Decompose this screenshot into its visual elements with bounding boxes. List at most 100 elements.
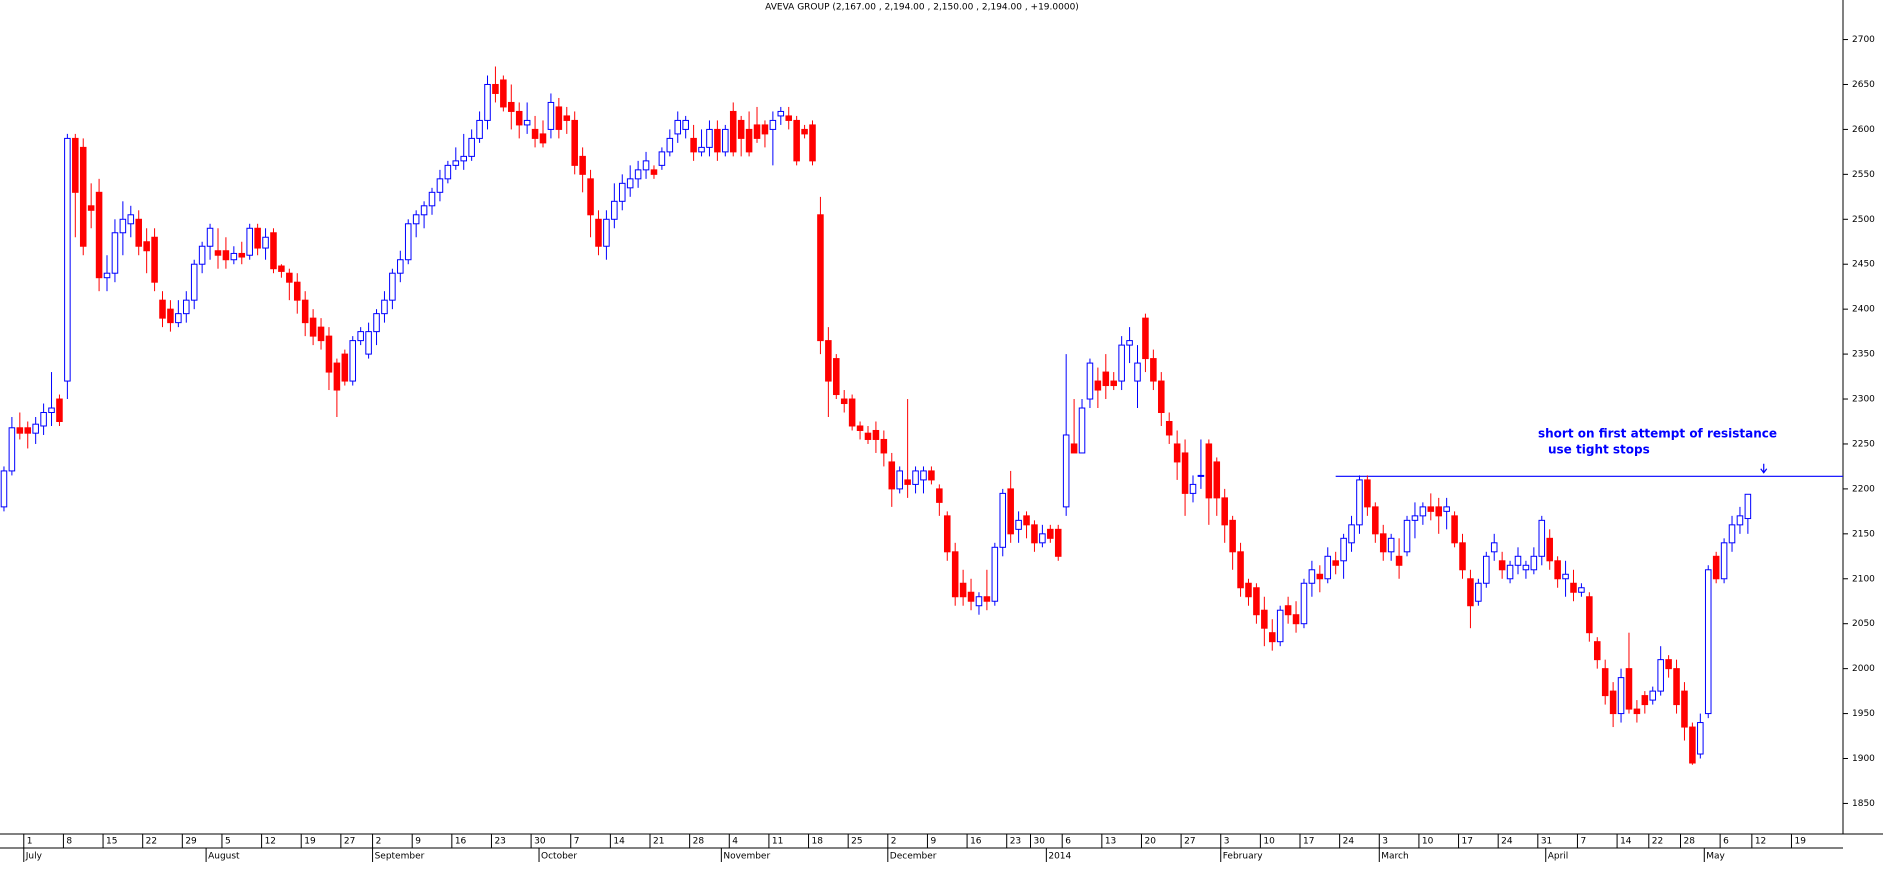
candle-body xyxy=(611,200,618,220)
candle-body xyxy=(1316,573,1324,580)
candle-body xyxy=(1379,533,1387,553)
y-tick-label: 2200 xyxy=(1852,484,1875,494)
candle-body xyxy=(1372,506,1379,535)
candle-body xyxy=(1697,722,1704,755)
candle-body xyxy=(872,429,880,440)
x-tick-label: 22 xyxy=(1652,837,1663,847)
candle-body xyxy=(0,470,8,508)
candle-body xyxy=(198,245,206,265)
candle-body xyxy=(1483,555,1490,584)
candle-body xyxy=(1142,317,1149,360)
candle-body xyxy=(1078,407,1086,454)
candle-body xyxy=(349,340,357,382)
candle-body xyxy=(1261,609,1268,629)
candle-body xyxy=(563,115,571,121)
y-tick-label: 2300 xyxy=(1852,395,1875,405)
candle-body xyxy=(825,340,832,382)
candle-body xyxy=(1609,690,1617,715)
candle-body xyxy=(404,223,412,261)
month-label: October xyxy=(541,852,577,862)
x-tick-label: 13 xyxy=(1105,837,1116,847)
candle-body xyxy=(943,515,951,553)
candle-body xyxy=(444,164,452,180)
month-label: April xyxy=(1548,852,1569,862)
candle-body xyxy=(936,488,943,503)
candle-body xyxy=(341,353,349,382)
x-tick-label: 9 xyxy=(415,837,421,847)
candle-body xyxy=(714,128,721,153)
candle-body xyxy=(833,358,840,396)
candle-body xyxy=(135,218,142,247)
candle-body xyxy=(801,128,808,135)
candle-body xyxy=(183,299,190,315)
candle-body xyxy=(381,299,388,315)
x-tick-label: 3 xyxy=(1382,837,1388,847)
candle-body xyxy=(1673,668,1680,706)
candle-body xyxy=(119,218,127,234)
candle-body xyxy=(1498,560,1506,571)
candle-body xyxy=(1562,573,1569,580)
candle-body xyxy=(16,427,24,434)
candle-body xyxy=(175,313,182,324)
candle-body xyxy=(206,227,214,247)
candle-body xyxy=(809,124,816,162)
candle-body xyxy=(1062,434,1070,508)
x-tick-label: 12 xyxy=(1755,837,1766,847)
candle-body xyxy=(618,182,626,202)
x-tick-label: 17 xyxy=(1462,837,1473,847)
candle-body xyxy=(309,317,317,337)
candle-body xyxy=(1110,380,1118,387)
candle-body xyxy=(230,252,238,261)
x-tick-label: 25 xyxy=(851,837,862,847)
candle-body xyxy=(674,119,682,135)
candle-body xyxy=(1102,371,1110,387)
candle-body xyxy=(579,155,586,175)
candle-body xyxy=(1070,443,1078,454)
x-tick-label: 8 xyxy=(66,837,72,847)
candle-body xyxy=(1173,443,1181,463)
candle-body xyxy=(904,479,911,485)
candle-body xyxy=(8,427,16,472)
candle-body xyxy=(270,232,277,270)
candle-body xyxy=(103,272,111,279)
x-tick-label: 6 xyxy=(1723,837,1729,847)
x-tick-label: 27 xyxy=(344,837,355,847)
candle-body xyxy=(24,427,32,434)
candle-body xyxy=(840,398,848,405)
candle-body xyxy=(1237,551,1244,589)
candle-body xyxy=(333,362,341,391)
x-tick-label: 15 xyxy=(106,837,117,847)
x-tick-label: 22 xyxy=(146,837,157,847)
candle-body xyxy=(127,214,135,225)
candle-body xyxy=(1134,362,1141,382)
month-label: December xyxy=(890,852,937,862)
x-tick-label: 30 xyxy=(534,837,546,847)
candle-body xyxy=(428,191,436,207)
x-tick-label: 14 xyxy=(1620,837,1632,847)
x-tick-label: 4 xyxy=(732,837,738,847)
month-label: November xyxy=(723,852,770,862)
candle-body xyxy=(1689,726,1696,764)
candle-body xyxy=(286,272,293,283)
candle-body xyxy=(722,128,729,153)
candle-body xyxy=(436,178,444,193)
candle-body xyxy=(991,546,999,602)
candle-body xyxy=(1649,690,1657,701)
x-tick-label: 23 xyxy=(494,837,505,847)
candle-body xyxy=(1340,537,1347,562)
y-tick-label: 2400 xyxy=(1852,305,1875,315)
candle-body xyxy=(1221,497,1228,526)
candle-body xyxy=(1086,362,1094,400)
candle-body xyxy=(1364,479,1371,508)
candle-body xyxy=(64,137,71,382)
candle-body xyxy=(1443,506,1450,512)
candle-body xyxy=(1387,537,1395,553)
candle-body xyxy=(500,79,507,108)
x-tick-label: 29 xyxy=(185,837,197,847)
candle-body xyxy=(1039,533,1046,544)
x-tick-label: 21 xyxy=(653,837,664,847)
candle-body xyxy=(571,119,578,166)
candle-body xyxy=(325,335,333,373)
month-label: 2014 xyxy=(1048,852,1071,862)
